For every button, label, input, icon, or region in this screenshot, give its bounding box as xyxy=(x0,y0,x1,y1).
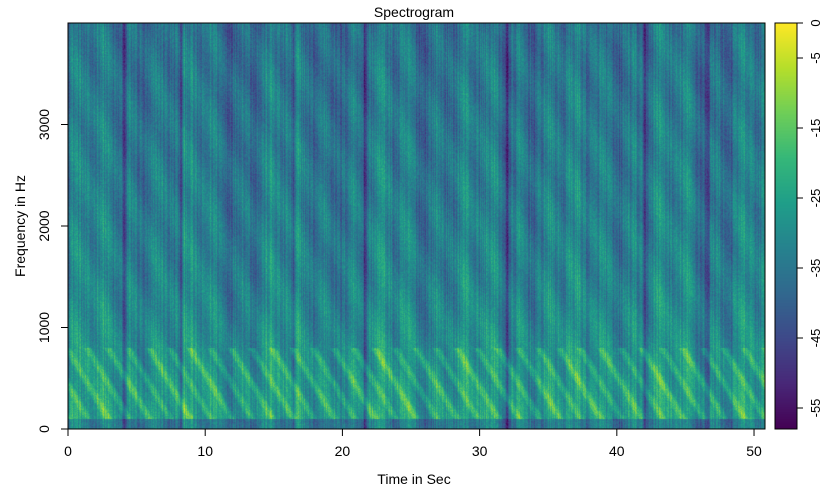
x-tick-label: 0 xyxy=(64,443,72,459)
chart-title: Spectrogram xyxy=(374,4,454,20)
colorbar-frame xyxy=(774,22,798,430)
colorbar-tick-label: -15 xyxy=(808,119,823,138)
y-tick-label: 3000 xyxy=(36,109,52,140)
colorbar-tick-label: -35 xyxy=(808,259,823,278)
colorbar-tick-label: -55 xyxy=(808,399,823,418)
x-tick-label: 50 xyxy=(746,443,762,459)
colorbar-gradient xyxy=(775,23,797,429)
spectrogram-image xyxy=(68,23,765,429)
colorbar-axis: 0 -5 -15 -25 -35 -45 -55 xyxy=(797,19,823,417)
colorbar: 0 -5 -15 -25 -35 -45 -55 xyxy=(774,19,823,430)
y-tick-label: 2000 xyxy=(36,210,52,241)
colorbar-tick-label: -5 xyxy=(808,52,823,64)
colorbar-tick-label: -45 xyxy=(808,329,823,348)
y-tick-label: 1000 xyxy=(36,312,52,343)
y-axis: 0 1000 2000 3000 xyxy=(36,109,69,433)
x-tick-label: 40 xyxy=(609,443,625,459)
x-axis-label: Time in Sec xyxy=(377,471,450,487)
colorbar-tick-label: -25 xyxy=(808,189,823,208)
y-tick-label: 0 xyxy=(36,425,52,433)
x-tick-label: 30 xyxy=(472,443,488,459)
x-tick-label: 10 xyxy=(197,443,213,459)
y-axis-label: Frequency in Hz xyxy=(12,175,28,277)
x-tick-label: 20 xyxy=(335,443,351,459)
spectrogram-plot-area xyxy=(67,22,766,430)
colorbar-tick-label: 0 xyxy=(808,19,823,26)
x-axis: 0 10 20 30 40 50 xyxy=(64,428,762,459)
